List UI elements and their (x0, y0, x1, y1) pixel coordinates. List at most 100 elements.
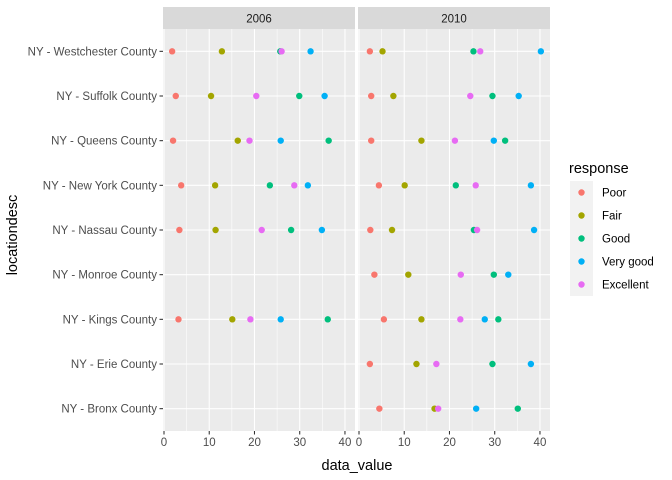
point (433, 360, 440, 368)
point (278, 48, 285, 55)
point (514, 405, 521, 412)
x-tick-label: 40 (534, 437, 547, 449)
point (405, 271, 412, 278)
x-axis: 0 10 20 30 40 0 10 20 30 40 (161, 431, 547, 449)
y-axis-title: locationdesc (5, 195, 21, 276)
y-tick-label: NY - Queens County (51, 136, 157, 148)
point (324, 316, 331, 323)
point (168, 48, 176, 55)
point (169, 137, 177, 144)
x-tick-label: 10 (398, 437, 411, 449)
point (177, 182, 185, 189)
point (472, 405, 480, 412)
x-tick-label: 40 (339, 437, 352, 449)
point (277, 316, 284, 323)
x-tick-label: 30 (293, 437, 306, 449)
point (247, 316, 254, 323)
y-tick-label: NY - Nassau County (52, 225, 157, 237)
point (212, 226, 219, 234)
panel-2010: 2010 (358, 7, 550, 431)
strip-label-2010: 2010 (441, 14, 467, 26)
point (376, 405, 383, 412)
x-tick-label: 30 (488, 437, 501, 449)
point (501, 137, 509, 144)
point (207, 92, 215, 100)
point (388, 226, 396, 234)
point (451, 137, 459, 144)
point (530, 226, 538, 234)
legend-label: Very good (602, 257, 654, 269)
y-tick-label: NY - Bronx County (61, 404, 157, 416)
point (368, 137, 375, 144)
point (537, 48, 545, 55)
point (490, 271, 498, 278)
point (176, 226, 183, 234)
point (418, 316, 425, 323)
point (452, 182, 460, 189)
y-tick-label: NY - Monroe County (52, 270, 157, 282)
point (434, 405, 442, 412)
point (296, 92, 303, 100)
point (467, 92, 474, 100)
legend-marker (578, 258, 585, 265)
point (366, 360, 374, 368)
point (379, 48, 386, 55)
point (527, 360, 535, 368)
point (473, 226, 481, 234)
point (368, 92, 375, 100)
point (375, 182, 383, 189)
point (472, 182, 479, 189)
legend-label: Fair (602, 211, 622, 223)
point (505, 271, 512, 278)
point (258, 226, 265, 234)
strip-2010 (358, 7, 550, 29)
point (366, 48, 374, 55)
point (418, 137, 425, 144)
point (307, 48, 314, 55)
point (287, 226, 295, 234)
legend-label: Excellent (602, 280, 649, 292)
point (495, 316, 502, 323)
point (172, 92, 179, 100)
point (489, 92, 496, 100)
legend-marker (578, 212, 585, 219)
point (380, 316, 388, 323)
legend: response Poor Fair Good Very good Excellent (569, 161, 654, 296)
point (527, 182, 535, 189)
point (253, 92, 260, 100)
legend-marker (578, 235, 585, 242)
point (321, 92, 328, 100)
y-tick-label: NY - New York County (43, 180, 157, 192)
point (515, 92, 522, 100)
point (367, 226, 374, 234)
point (470, 48, 477, 55)
legend-title: response (569, 161, 629, 177)
point (325, 137, 332, 144)
y-tick-label: NY - Kings County (63, 314, 158, 326)
y-tick-label: NY - Erie County (71, 359, 157, 371)
point (457, 271, 464, 278)
point (304, 182, 312, 189)
point (481, 316, 488, 323)
point (266, 182, 274, 189)
x-tick-label: 0 (356, 437, 362, 449)
strip-label-2006: 2006 (246, 14, 272, 26)
point (175, 316, 182, 323)
y-axis: NY - Bronx County NY - Erie County NY - Ki… (28, 46, 163, 416)
strip-2006 (163, 7, 355, 29)
point (211, 182, 219, 189)
chart-panels: 2006 2010 (163, 7, 550, 431)
point (490, 137, 498, 144)
legend-marker (578, 189, 585, 196)
legend-label: Good (602, 234, 630, 246)
legend-marker (578, 281, 585, 288)
point (477, 48, 484, 55)
x-tick-label: 0 (161, 437, 167, 449)
x-tick-label: 20 (248, 437, 261, 449)
point (229, 316, 236, 323)
point (234, 137, 241, 144)
point (318, 226, 326, 234)
points-2006 (168, 48, 332, 323)
point (413, 360, 420, 368)
